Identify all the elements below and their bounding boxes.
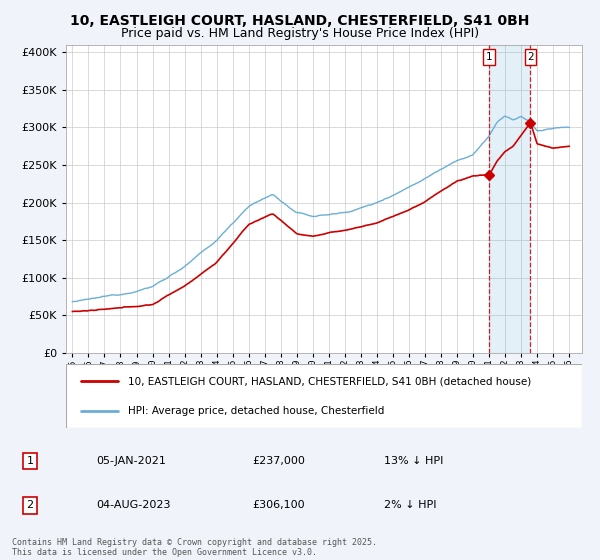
Text: 10, EASTLEIGH COURT, HASLAND, CHESTERFIELD, S41 0BH: 10, EASTLEIGH COURT, HASLAND, CHESTERFIE… <box>70 14 530 28</box>
Text: 10, EASTLEIGH COURT, HASLAND, CHESTERFIELD, S41 0BH (detached house): 10, EASTLEIGH COURT, HASLAND, CHESTERFIE… <box>128 376 531 386</box>
FancyBboxPatch shape <box>66 364 582 428</box>
Text: 1: 1 <box>486 52 493 62</box>
Text: 1: 1 <box>26 456 34 466</box>
Text: 2: 2 <box>527 52 534 62</box>
Text: 05-JAN-2021: 05-JAN-2021 <box>96 456 166 466</box>
Text: £237,000: £237,000 <box>252 456 305 466</box>
Bar <box>489 45 530 353</box>
Text: 04-AUG-2023: 04-AUG-2023 <box>96 500 170 510</box>
Text: Price paid vs. HM Land Registry's House Price Index (HPI): Price paid vs. HM Land Registry's House … <box>121 27 479 40</box>
Text: 2% ↓ HPI: 2% ↓ HPI <box>384 500 437 510</box>
Text: Contains HM Land Registry data © Crown copyright and database right 2025.
This d: Contains HM Land Registry data © Crown c… <box>12 538 377 557</box>
Text: 2: 2 <box>26 500 34 510</box>
Text: HPI: Average price, detached house, Chesterfield: HPI: Average price, detached house, Ches… <box>128 406 384 416</box>
Text: £306,100: £306,100 <box>252 500 305 510</box>
Text: 13% ↓ HPI: 13% ↓ HPI <box>384 456 443 466</box>
